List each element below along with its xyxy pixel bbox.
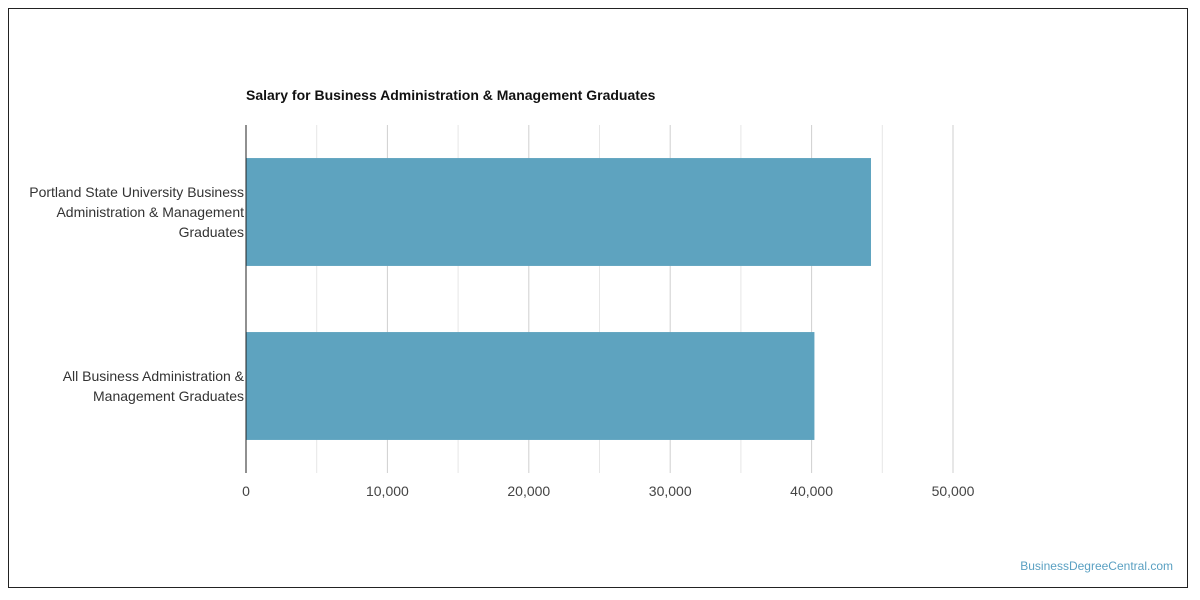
category-label-line: All Business Administration & bbox=[63, 368, 245, 384]
bar-1[interactable] bbox=[246, 158, 871, 266]
x-tick-label: 0 bbox=[242, 483, 250, 499]
x-tick-label: 10,000 bbox=[366, 483, 409, 499]
category-label-line: Administration & Management bbox=[56, 204, 244, 220]
category-label: Portland State University Business Admini… bbox=[29, 184, 244, 240]
bar-chart: Salary for Business Administration & Man… bbox=[29, 87, 975, 499]
x-tick-label: 50,000 bbox=[932, 483, 975, 499]
watermark[interactable]: BusinessDegreeCentral.com bbox=[1020, 559, 1173, 573]
category-label-line: Portland State University Business bbox=[29, 184, 244, 200]
x-tick-label: 30,000 bbox=[649, 483, 692, 499]
bar-2[interactable] bbox=[246, 332, 815, 440]
x-tick-label: 20,000 bbox=[507, 483, 550, 499]
x-tick-label: 40,000 bbox=[790, 483, 833, 499]
category-label-line: Graduates bbox=[179, 224, 244, 240]
category-label: All Business Administration & Management … bbox=[63, 368, 245, 404]
category-label-line: Management Graduates bbox=[93, 388, 244, 404]
chart-title: Salary for Business Administration & Man… bbox=[246, 87, 656, 103]
chart-frame: Salary for Business Administration & Man… bbox=[8, 8, 1188, 588]
